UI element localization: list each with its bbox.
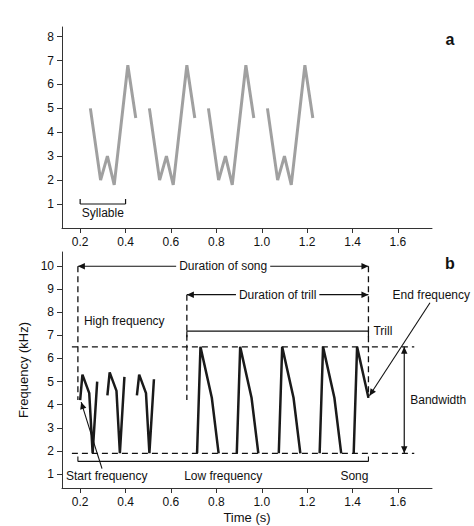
svg-text:Duration of song: Duration of song	[179, 259, 267, 273]
svg-text:6: 6	[47, 77, 54, 91]
svg-text:4: 4	[47, 398, 54, 412]
svg-text:1.4: 1.4	[344, 235, 361, 249]
svg-text:0.4: 0.4	[117, 495, 134, 509]
svg-text:3: 3	[47, 149, 54, 163]
svg-text:1.0: 1.0	[253, 495, 270, 509]
svg-text:0.8: 0.8	[208, 495, 225, 509]
svg-text:Low frequency: Low frequency	[184, 469, 262, 483]
svg-text:0.6: 0.6	[163, 235, 180, 249]
svg-text:1: 1	[47, 197, 54, 211]
svg-text:3: 3	[47, 421, 54, 435]
svg-text:1.2: 1.2	[299, 495, 316, 509]
svg-text:Syllable: Syllable	[82, 206, 124, 220]
svg-text:1.6: 1.6	[390, 495, 407, 509]
svg-text:8: 8	[47, 305, 54, 319]
svg-text:0.6: 0.6	[163, 495, 180, 509]
svg-text:Time (s): Time (s)	[223, 510, 270, 525]
svg-text:0.8: 0.8	[208, 235, 225, 249]
svg-text:1.6: 1.6	[390, 235, 407, 249]
svg-text:Song: Song	[340, 469, 368, 483]
svg-text:2: 2	[47, 444, 54, 458]
svg-text:1.0: 1.0	[253, 235, 270, 249]
svg-text:Frequency (kHz): Frequency (kHz)	[16, 322, 31, 418]
svg-text:8: 8	[47, 30, 54, 44]
svg-text:1: 1	[47, 467, 54, 481]
svg-text:b: b	[445, 255, 455, 272]
svg-text:5: 5	[47, 375, 54, 389]
svg-text:7: 7	[47, 328, 54, 342]
svg-text:1.4: 1.4	[344, 495, 361, 509]
svg-text:Duration of trill: Duration of trill	[239, 288, 316, 302]
svg-text:End frequency: End frequency	[393, 288, 470, 302]
svg-text:4: 4	[47, 125, 54, 139]
svg-text:7: 7	[47, 54, 54, 68]
svg-text:10: 10	[41, 259, 55, 273]
svg-text:0.4: 0.4	[117, 235, 134, 249]
svg-text:a: a	[446, 31, 455, 48]
svg-text:High frequency: High frequency	[84, 314, 165, 328]
svg-text:5: 5	[47, 101, 54, 115]
svg-text:Start frequency: Start frequency	[66, 469, 147, 483]
svg-text:0.2: 0.2	[72, 235, 89, 249]
svg-text:2: 2	[47, 173, 54, 187]
svg-text:Trill: Trill	[373, 324, 392, 338]
svg-text:Bandwidth: Bandwidth	[410, 393, 466, 407]
svg-text:0.2: 0.2	[72, 495, 89, 509]
svg-text:1.2: 1.2	[299, 235, 316, 249]
svg-text:9: 9	[47, 282, 54, 296]
svg-text:6: 6	[47, 351, 54, 365]
